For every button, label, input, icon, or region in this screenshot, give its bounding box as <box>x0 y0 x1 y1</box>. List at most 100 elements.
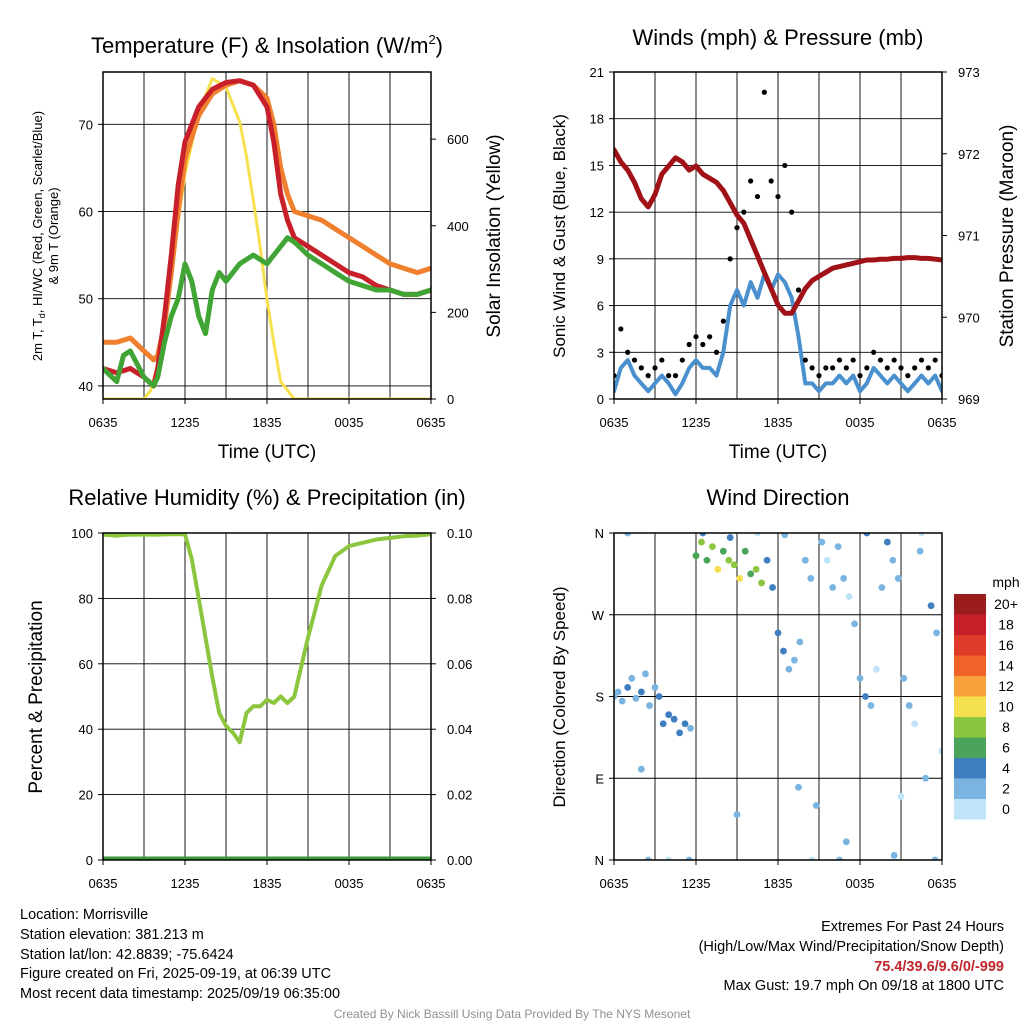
station-elevation: Station elevation: 381.213 m <box>20 926 204 943</box>
legend-label: 4 <box>1002 760 1010 776</box>
x-tick-label: 0635 <box>89 415 118 430</box>
gust-point <box>645 373 651 379</box>
direction-point <box>889 556 897 564</box>
y-tick-label: 12 <box>590 205 604 220</box>
direction-point <box>763 556 771 564</box>
direction-point <box>752 565 760 573</box>
humidity-left-ticks: 0 20 40 60 80 100 <box>71 526 103 868</box>
direction-point <box>719 547 727 555</box>
y2-tick-label: 973 <box>958 65 980 80</box>
winds-ylabel-right: Station Pressure (Maroon) <box>997 125 1018 348</box>
y2-tick-label: 0.06 <box>447 657 472 672</box>
gust-point <box>864 365 870 371</box>
gust-point <box>836 357 843 363</box>
station-info: Location: Morrisville Station elevation:… <box>20 906 340 1005</box>
direction-point <box>883 538 891 546</box>
direction-point <box>665 856 673 860</box>
x-tick-label: 0035 <box>846 415 875 430</box>
gust-point <box>816 373 822 379</box>
winds-ylabel-left: Sonic Wind & Gust (Blue, Black) <box>550 114 569 358</box>
direction-point <box>812 802 820 809</box>
direction-point <box>834 543 842 551</box>
humidity-title: Relative Humidity (%) & Precipitation (i… <box>68 485 465 510</box>
gust-point <box>713 349 720 355</box>
direction-point <box>628 674 636 682</box>
x-tick-label: 1835 <box>253 415 282 430</box>
gust-point <box>843 365 849 371</box>
direction-point <box>897 793 905 800</box>
gust-point <box>905 373 911 379</box>
direction-point <box>758 579 765 587</box>
direction-left-ticks: N E S W N <box>592 526 614 868</box>
direction-point <box>894 575 902 582</box>
x-tick-label: 0635 <box>600 415 629 430</box>
humidity-time-ticks: 0635 1235 1835 0035 0635 <box>89 860 445 891</box>
x-tick-label: 0635 <box>89 876 118 891</box>
y2-tick-label: 972 <box>958 147 980 162</box>
x-tick-label: 1235 <box>171 876 200 891</box>
direction-point <box>918 533 925 537</box>
direction-point <box>703 556 711 564</box>
extremes-info: Extremes For Past 24 Hours (High/Low/Max… <box>699 918 1004 997</box>
temperature-time-ticks: 0635 1235 1835 0035 0635 <box>89 399 445 430</box>
gust-point <box>652 365 658 371</box>
direction-point <box>774 629 782 637</box>
y-tick-label: E <box>595 771 604 786</box>
direction-point <box>699 533 707 537</box>
gust-point <box>823 365 829 371</box>
direction-point <box>780 647 787 655</box>
direction-point <box>681 720 689 728</box>
legend-label: 0 <box>1002 801 1010 817</box>
gust-point <box>871 349 877 355</box>
direction-point <box>632 694 640 702</box>
y-tick-label: W <box>592 608 605 623</box>
credit-line: Created By Nick Bassill Using Data Provi… <box>333 1007 691 1021</box>
direction-point <box>862 693 869 700</box>
direction-point <box>927 602 935 610</box>
gust-point <box>618 326 624 332</box>
gust-point <box>659 357 665 363</box>
direction-point <box>911 720 919 728</box>
y2-tick-label: 0.08 <box>447 591 472 606</box>
recent-timestamp: Most recent data timestamp: 2025/09/19 0… <box>20 986 341 1003</box>
winds-title: Winds (mph) & Pressure (mb) <box>633 25 924 50</box>
y2-tick-label: 971 <box>958 229 980 244</box>
gust-point <box>727 256 733 262</box>
temperature-xlabel: Time (UTC) <box>218 442 317 463</box>
gust-point <box>850 357 856 363</box>
y-tick-label: 40 <box>79 379 93 394</box>
legend-label: 14 <box>998 658 1014 674</box>
temperature-ylabel-left-line2: & 9m T (Orange) <box>46 187 61 284</box>
direction-time-ticks: 0635 1235 1835 0035 0635 <box>600 860 956 891</box>
gust-point <box>877 357 884 363</box>
gust-point <box>748 178 754 184</box>
direction-point <box>829 584 837 591</box>
extremes-heading: Extremes For Past 24 Hours <box>821 919 1004 935</box>
gust-point <box>809 365 815 371</box>
winds-left-ticks: 0 3 6 9 12 15 18 21 <box>590 65 614 407</box>
direction-point <box>670 715 678 723</box>
humidity-series <box>103 533 431 860</box>
y2-tick-label: 400 <box>447 219 469 234</box>
sonic-wind-line <box>614 272 942 397</box>
direction-point <box>676 729 683 737</box>
temperature-title: Temperature (F) & Insolation (W/m2) <box>91 32 443 58</box>
max-gust: Max Gust: 19.7 mph On 09/18 at 1800 UTC <box>723 978 1004 995</box>
temperature-series <box>103 77 431 399</box>
gust-point <box>789 209 795 215</box>
y-tick-label: 21 <box>590 65 604 80</box>
direction-point <box>796 638 804 646</box>
legend-title: mph <box>992 574 1019 590</box>
direction-series <box>614 533 942 860</box>
direction-point <box>807 575 815 582</box>
direction-point <box>618 697 626 705</box>
temperature-ylabel-right: Solar Insolation (Yellow) <box>484 134 505 337</box>
y-tick-label: 100 <box>71 526 93 541</box>
speed-color-legend: 20+ 18 16 14 12 10 8 6 4 2 0 <box>954 594 1018 820</box>
direction-point <box>878 584 886 591</box>
x-tick-label: 0035 <box>335 415 364 430</box>
gust-point <box>898 365 904 371</box>
y-tick-label: 40 <box>79 722 93 737</box>
gust-point <box>672 373 679 379</box>
direction-point <box>873 665 880 673</box>
